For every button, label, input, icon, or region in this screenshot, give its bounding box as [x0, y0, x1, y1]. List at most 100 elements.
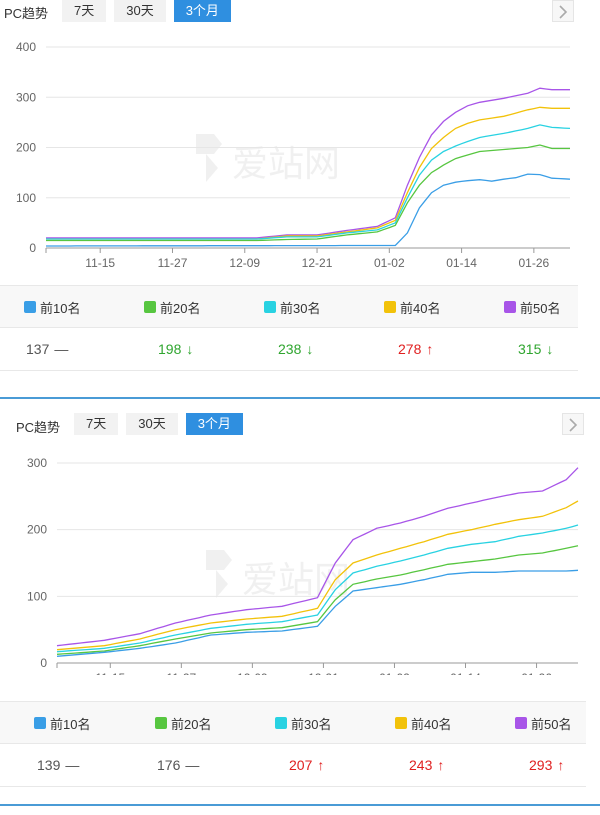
tab-7-days[interactable]: 7天 — [74, 413, 119, 435]
value-top40: 278 ↑ — [398, 328, 433, 370]
tab-30-days[interactable]: 30天 — [114, 0, 166, 22]
value-number: 243 — [409, 757, 433, 773]
legend-label: 前30名 — [280, 300, 321, 316]
value-number: 198 — [158, 341, 182, 357]
chevron-right-icon — [559, 5, 568, 19]
y-tick-label: 300 — [16, 90, 36, 104]
legend-label: 前40名 — [400, 300, 441, 316]
value-top50: 293 ↑ — [529, 744, 564, 786]
trend-flat-icon: — — [65, 757, 80, 773]
legend-item-top10[interactable]: 前10名 — [24, 286, 80, 328]
panel-title: PC趋势 — [4, 6, 49, 21]
pc-trend-panel-1: PC趋势 7天 30天 3个月 爱站网 0 100 200 300 400 11-15 11-… — [0, 0, 600, 372]
legend-label: 前30名 — [291, 716, 332, 732]
series-line-前40名 — [46, 106, 570, 240]
legend-item-top50[interactable]: 前50名 — [515, 702, 571, 744]
panel-header: PC趋势 7天 30天 3个月 — [0, 0, 600, 26]
arrow-up-icon: ↑ — [426, 341, 434, 357]
arrow-down-icon: ↓ — [546, 341, 554, 357]
legend-item-top40[interactable]: 前40名 — [384, 286, 440, 328]
value-top40: 243 ↑ — [409, 744, 444, 786]
value-number: 137 — [26, 341, 50, 357]
arrow-down-icon: ↓ — [186, 341, 194, 357]
trend-flat-icon: — — [185, 757, 200, 773]
legend-swatch — [275, 717, 287, 729]
x-tick-label: 01-02 — [374, 256, 405, 270]
x-tick-label: 11-27 — [166, 671, 196, 675]
series-line-前40名 — [56, 500, 579, 651]
value-row: 139— 176— 207 ↑ 243 ↑ 293 ↑ — [0, 744, 586, 787]
watermark-logo-icon — [206, 550, 232, 598]
series-line-前20名 — [46, 144, 570, 242]
legend-item-top10[interactable]: 前10名 — [34, 702, 90, 744]
legend-item-top30[interactable]: 前30名 — [275, 702, 331, 744]
series-line-前50名 — [46, 87, 570, 239]
value-number: 293 — [529, 757, 553, 773]
trend-flat-icon: — — [54, 341, 69, 357]
tab-3-months[interactable]: 3个月 — [173, 0, 231, 22]
legend-swatch — [144, 301, 156, 313]
x-tick-label: 12-09 — [229, 256, 260, 270]
value-top30: 238 ↓ — [278, 328, 313, 370]
legend-item-top40[interactable]: 前40名 — [395, 702, 451, 744]
value-top10: 137— — [26, 328, 68, 370]
series-line-前30名 — [56, 524, 579, 653]
legend-item-top50[interactable]: 前50名 — [504, 286, 560, 328]
x-tick-label: 12-09 — [237, 671, 268, 675]
divider — [0, 804, 600, 806]
y-tick-label: 200 — [27, 523, 47, 537]
legend-label: 前40名 — [411, 716, 452, 732]
series-line-前50名 — [56, 467, 579, 647]
panel-title: PC趋势 — [16, 420, 61, 435]
value-row: 137— 198 ↓ 238 ↓ 278 ↑ 315 ↓ — [0, 328, 578, 371]
y-tick-label: 400 — [16, 40, 36, 54]
next-button[interactable] — [552, 0, 574, 22]
value-top10: 139— — [37, 744, 79, 786]
legend-swatch — [34, 717, 46, 729]
value-top20: 198 ↓ — [158, 328, 193, 370]
value-top50: 315 ↓ — [518, 328, 553, 370]
tab-30-days[interactable]: 30天 — [126, 413, 178, 435]
legend-label: 前20名 — [171, 716, 212, 732]
time-range-tabs: 7天 30天 3个月 — [74, 413, 243, 435]
x-tick-label: 01-14 — [446, 256, 477, 270]
legend-swatch — [24, 301, 36, 313]
pc-trend-panel-2: PC趋势 7天 30天 3个月 前10名 前20名 前30名 前40名 前50名… — [0, 397, 600, 789]
y-tick-label: 0 — [40, 656, 47, 670]
y-tick-label: 100 — [27, 589, 47, 603]
x-tick-label: 01-02 — [379, 671, 410, 675]
next-button[interactable] — [562, 413, 584, 435]
legend-item-top30[interactable]: 前30名 — [264, 286, 320, 328]
series-line-前10名 — [56, 569, 579, 657]
legend-label: 前10名 — [50, 716, 91, 732]
legend-item-top20[interactable]: 前20名 — [144, 286, 200, 328]
legend-swatch — [155, 717, 167, 729]
value-top30: 207 ↑ — [289, 744, 324, 786]
x-tick-label: 12-21 — [308, 671, 339, 675]
x-tick-label: 11-15 — [95, 671, 125, 675]
legend-swatch — [395, 717, 407, 729]
tab-3-months[interactable]: 3个月 — [185, 413, 243, 435]
tab-7-days[interactable]: 7天 — [62, 0, 107, 22]
legend-label: 前10名 — [40, 300, 81, 316]
legend-row: 前10名 前20名 前30名 前40名 前50名 — [0, 701, 586, 744]
x-tick-label: 01-14 — [450, 671, 481, 675]
series-line-前10名 — [46, 173, 571, 247]
legend-swatch — [515, 717, 527, 729]
watermark: 爱站网 — [196, 134, 340, 185]
trend-chart: 爱站网010020030011-1511-2712-0912-2101-0201… — [27, 456, 579, 675]
value-number: 238 — [278, 341, 302, 357]
legend-item-top20[interactable]: 前20名 — [155, 702, 211, 744]
x-tick-label: 11-27 — [158, 256, 188, 270]
trend-chart: 爱站网 0 100 200 300 400 11-15 11-27 12-09 12-21 01-0… — [16, 40, 571, 270]
arrow-up-icon: ↑ — [317, 757, 325, 773]
legend-swatch — [264, 301, 276, 313]
watermark-text: 爱站网 — [232, 144, 340, 185]
y-tick-label: 200 — [16, 141, 36, 155]
value-number: 139 — [37, 757, 61, 773]
value-number: 176 — [157, 757, 181, 773]
y-tick-label: 100 — [16, 191, 36, 205]
legend-row: 前10名 前20名 前30名 前40名 前50名 — [0, 285, 578, 328]
y-tick-label: 300 — [27, 456, 47, 470]
x-tick-label: 11-15 — [85, 256, 115, 270]
